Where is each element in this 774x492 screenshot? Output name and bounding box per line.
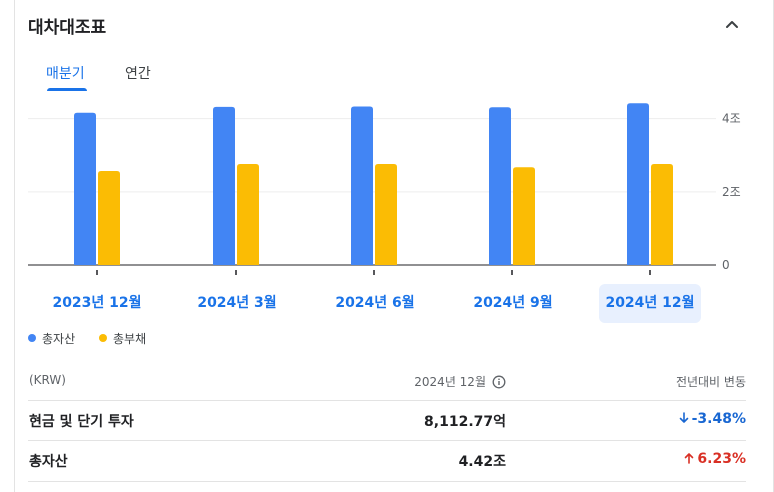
row-change-total-assets: 6.23% bbox=[683, 451, 746, 467]
period-2024-12[interactable]: 2024년 12월 bbox=[599, 284, 701, 323]
bar-total-liabilities-4[interactable] bbox=[651, 164, 673, 265]
y-tick-label: 2조 bbox=[722, 185, 741, 199]
change-value: 6.23% bbox=[697, 451, 746, 467]
period-header-label: 2024년 12월 bbox=[414, 375, 486, 389]
bar-total-assets-0[interactable] bbox=[74, 112, 96, 265]
change-header: 전년대비 변동 bbox=[675, 375, 746, 389]
legend-label: 총부채 bbox=[113, 332, 147, 346]
legend-item-total-assets: 총자산 bbox=[28, 330, 75, 347]
bar-total-assets-2[interactable] bbox=[351, 106, 373, 265]
legend-dot bbox=[99, 334, 107, 342]
legend-item-total-liabilities: 총부채 bbox=[99, 330, 146, 347]
card-title: 대차대조표 bbox=[28, 18, 107, 38]
row-divider bbox=[28, 440, 746, 441]
legend-dot bbox=[28, 334, 36, 342]
bar-total-liabilities-1[interactable] bbox=[237, 164, 259, 265]
period-2024-09[interactable]: 2024년 9월 bbox=[473, 295, 553, 311]
period-2024-06[interactable]: 2024년 6월 bbox=[335, 295, 415, 311]
period-2023-12[interactable]: 2023년 12월 bbox=[52, 295, 142, 311]
chevron-up-icon[interactable] bbox=[722, 14, 742, 34]
y-tick-label: 4조 bbox=[722, 112, 741, 126]
info-icon[interactable] bbox=[492, 375, 506, 389]
bar-chart: 0 2조 4조 bbox=[28, 103, 741, 275]
y-tick-label: 0 bbox=[722, 258, 730, 272]
period-header: 2024년 12월 bbox=[414, 373, 506, 390]
row-divider bbox=[28, 400, 746, 401]
bar-total-liabilities-2[interactable] bbox=[375, 164, 397, 265]
unit-header: (KRW) bbox=[29, 373, 66, 387]
bar-total-liabilities-3[interactable] bbox=[513, 167, 535, 265]
change-value: -3.48% bbox=[691, 411, 746, 427]
row-value-cash: 8,112.77억 bbox=[424, 414, 506, 430]
bar-total-assets-1[interactable] bbox=[213, 106, 235, 265]
period-2024-03[interactable]: 2024년 3월 bbox=[197, 295, 277, 311]
row-divider bbox=[28, 481, 746, 482]
legend-label: 총자산 bbox=[42, 332, 76, 346]
tab-annual[interactable]: 연간 bbox=[125, 66, 151, 82]
bar-total-liabilities-0[interactable] bbox=[98, 170, 120, 265]
row-change-cash: -3.48% bbox=[678, 411, 746, 427]
bar-total-assets-4[interactable] bbox=[627, 103, 649, 265]
arrow-up-icon bbox=[685, 453, 694, 464]
row-label-total-assets: 총자산 bbox=[29, 454, 68, 470]
tab-quarterly[interactable]: 매분기 bbox=[46, 66, 85, 82]
bar-total-assets-3[interactable] bbox=[489, 107, 511, 265]
arrow-down-icon bbox=[679, 412, 688, 423]
tab-selected-indicator bbox=[47, 88, 87, 91]
row-value-total-assets: 4.42조 bbox=[458, 454, 506, 470]
row-label-cash: 현금 및 단기 투자 bbox=[29, 414, 134, 430]
